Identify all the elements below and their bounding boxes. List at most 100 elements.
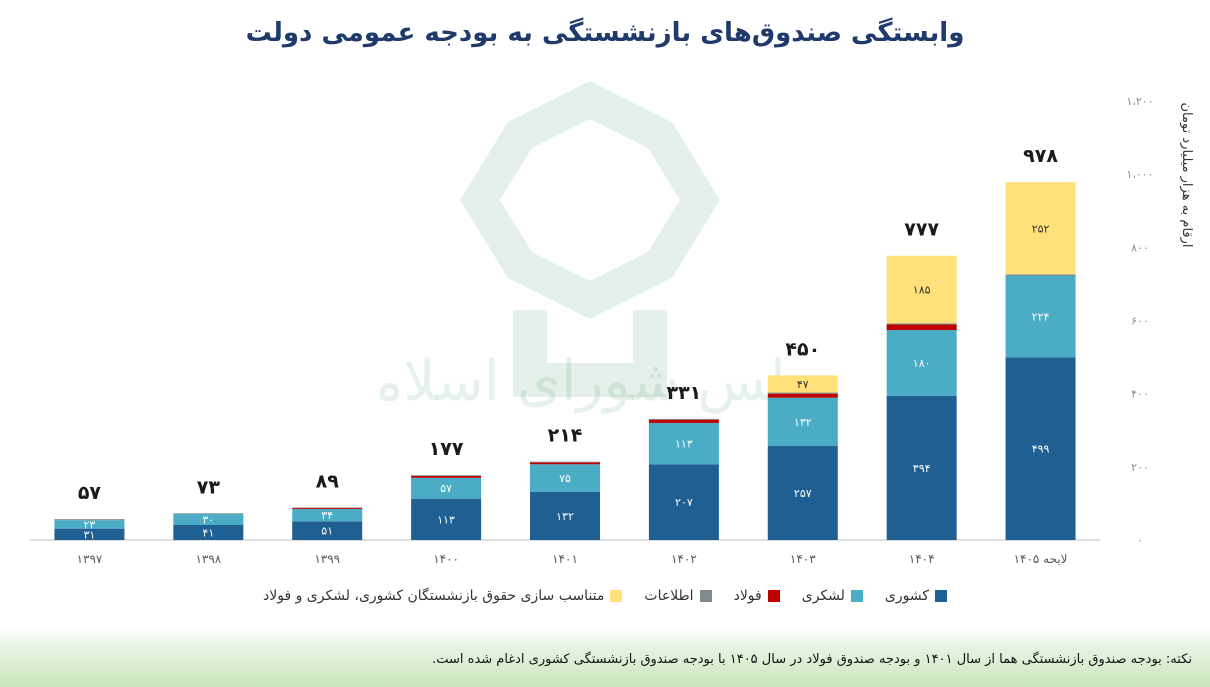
legend-item: اطلاعات [644, 588, 712, 604]
bar-segment [886, 255, 957, 324]
bar-segment [767, 397, 838, 446]
y-tick-label: ۱،۰۰۰ [1126, 168, 1153, 181]
bar-value-label: ۲۵۷ [794, 487, 812, 500]
bar-segment [767, 392, 838, 394]
x-tick-label: ۱۳۹۹ [314, 552, 340, 566]
bar-value-label: ۷۵ [559, 472, 571, 485]
bar-segment [767, 375, 838, 393]
legend-swatch [767, 590, 780, 602]
y-axis-label: ارقام به هزار میلیارد تومان [1179, 102, 1194, 247]
bar-value-label: ۱۸۵ [913, 284, 931, 297]
bar-total-label: ۱۷۷ [429, 438, 464, 460]
y-tick-label: ۴۰۰ [1131, 388, 1149, 401]
y-tick-label: ۸۰۰ [1131, 241, 1149, 254]
bar-segment [292, 521, 363, 540]
x-tick-label: ۱۴۰۳ [790, 552, 816, 566]
chart-legend: کشوری لشکری فولاد اطلاعات متناسب سازی حقوق ب… [0, 588, 1210, 604]
x-tick-label: ۱۴۰۴ [909, 552, 935, 566]
bar-total-label: ۴۵۰ [785, 338, 820, 360]
bar-segment [1005, 274, 1076, 276]
watermark-logo: مجلس شورای اسلامی [380, 80, 800, 414]
legend-item: متناسب سازی حقوق بازنشستگان کشوری، لشکری… [263, 588, 623, 604]
y-tick-label: ۱،۲۰۰ [1126, 95, 1153, 108]
bar-value-label: ۴۷ [797, 378, 809, 391]
legend-swatch [850, 590, 863, 602]
x-tick-label: ۱۳۹۸ [195, 552, 221, 566]
bar-value-label: ۱۳۲ [794, 416, 812, 429]
legend-item: فولاد [734, 588, 780, 604]
x-tick-label: ۱۴۰۱ [552, 552, 578, 566]
bar-value-label: ۳۰ [202, 514, 214, 527]
bar-segment [54, 520, 125, 529]
legend-label: لشکری [801, 588, 845, 604]
bar-value-label: ۱۱۳ [437, 513, 455, 526]
bar-segment [886, 324, 957, 331]
legend-swatch [610, 590, 623, 602]
bar-total-label: ۸۹ [316, 470, 340, 492]
bar-value-label: ۲۵۲ [1032, 222, 1050, 235]
bar-value-label: ۵۷ [440, 482, 452, 495]
x-tick-label: لایحه ۱۴۰۵ [1014, 552, 1068, 566]
bar-segment [411, 475, 482, 476]
bar-segment [173, 514, 244, 526]
bar-segment [648, 419, 719, 423]
legend-label: اطلاعات [644, 588, 694, 604]
bar-value-label: ۴۹۹ [1032, 443, 1050, 456]
bar-value-label: ۱۳۲ [556, 510, 574, 523]
y-tick-label: ۰ [1137, 534, 1143, 547]
bar-segment [1005, 182, 1076, 275]
bar-value-label: ۵۱ [321, 525, 333, 538]
bar-segment [767, 393, 838, 398]
bar-segment [648, 418, 719, 420]
legend-label: کشوری [884, 588, 930, 604]
bar-segment [648, 464, 719, 540]
legend-swatch [699, 590, 712, 602]
bar-value-label: ۳۹۴ [913, 462, 931, 475]
bar-segment [648, 422, 719, 465]
bar-segment [1005, 275, 1076, 358]
bar-value-label: ۴۱ [202, 527, 214, 540]
bar-total-label: ۵۷ [78, 482, 102, 504]
x-tick-label: ۱۴۰۲ [671, 552, 697, 566]
bar-value-label: ۲۲۴ [1032, 310, 1050, 323]
y-tick-label: ۶۰۰ [1131, 315, 1149, 328]
bar-value-label: ۲۰۷ [675, 496, 693, 509]
legend-label: فولاد [733, 588, 762, 604]
bar-segment [530, 491, 600, 540]
legend-item: کشوری [884, 588, 948, 604]
bar-segment [173, 513, 244, 515]
x-tick-label: ۱۳۹۷ [77, 552, 103, 566]
bar-segment [530, 464, 600, 492]
bar-total-label: ۲۱۴ [548, 425, 583, 447]
bar-segment [411, 498, 482, 540]
bar-value-label: ۲۳ [84, 518, 96, 531]
watermark-text: مجلس شورای اسلامی [380, 349, 800, 414]
bar-segment [411, 477, 482, 499]
legend-swatch [935, 590, 948, 602]
bar-total-label: ۹۷۸ [1023, 145, 1058, 167]
bar-segment [886, 330, 957, 396]
bar-value-label: ۱۱۳ [675, 438, 693, 451]
stacked-bar-chart: ۰ ۲۰۰ ۴۰۰ ۶۰۰ ۸۰۰ ۱،۰۰۰ ۱،۲۰۰ ارقام به هزار میل… [30, 95, 1194, 566]
x-tick-label: ۱۴۰۰ [433, 552, 459, 566]
bar-value-label: ۳۱ [84, 528, 96, 541]
bar-segment [54, 519, 125, 521]
y-tick-label: ۲۰۰ [1131, 461, 1149, 474]
bar-total-label: ۷۳ [197, 476, 221, 498]
bar-segment [767, 445, 838, 540]
bar-segment [530, 462, 600, 465]
bar-segment [1005, 357, 1076, 540]
bar-total-label: ۳۳۱ [666, 382, 701, 404]
bar-segment [886, 395, 957, 540]
bar-segment [292, 508, 363, 522]
bar-segment [411, 475, 482, 478]
bar-segment [292, 507, 363, 509]
bar-segment [173, 525, 244, 540]
footer-band [0, 628, 1210, 687]
bar-total-label: ۷۷۷ [904, 219, 939, 241]
legend-item: لشکری [802, 588, 863, 604]
bar-value-label: ۳۴ [321, 509, 333, 522]
footnote: نکته: بودجه صندوق بازنشستگی هما از سال ۱… [432, 652, 1192, 667]
bar-segment [530, 461, 600, 463]
bar-value-label: ۱۸۰ [913, 357, 931, 370]
